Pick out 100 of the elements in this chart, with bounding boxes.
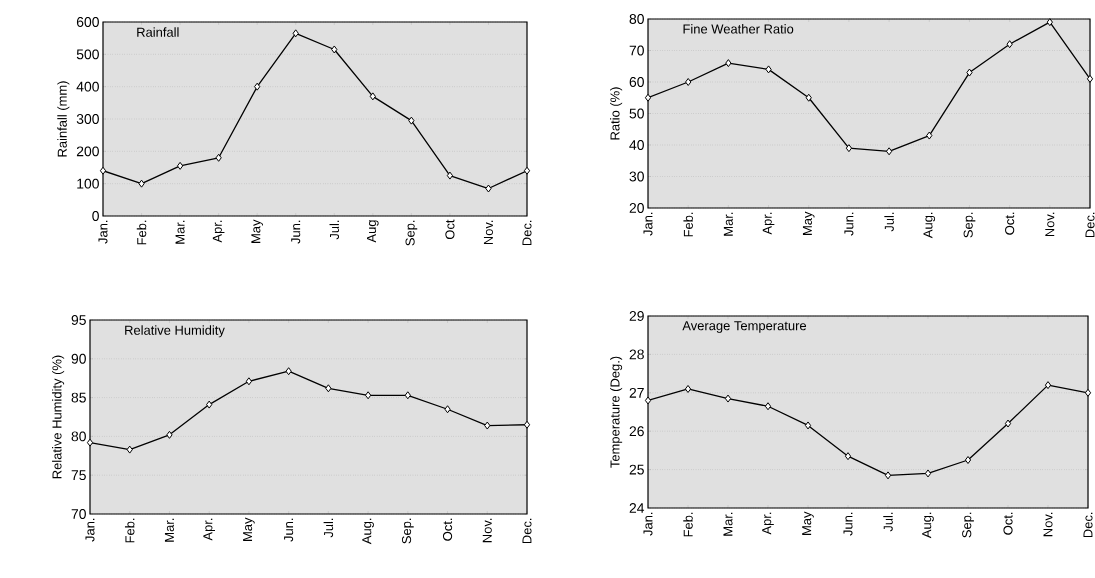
y-tick-label: 70	[629, 45, 644, 56]
point	[446, 171, 454, 180]
point	[966, 68, 973, 77]
x-tick-label: Sep.	[401, 518, 414, 544]
chart-title: Rainfall	[137, 27, 179, 37]
point	[684, 384, 692, 393]
point	[805, 93, 812, 102]
x-tick-label: May	[243, 517, 255, 541]
x-tick-label: Feb.	[683, 212, 693, 237]
point	[885, 147, 893, 156]
point	[245, 377, 253, 386]
point	[1046, 18, 1053, 27]
x-tick-label: Jan.	[85, 518, 95, 542]
y-tick-label: 400	[76, 81, 99, 92]
point	[1004, 419, 1012, 428]
point	[215, 153, 222, 162]
y-tick-label: 20	[629, 203, 644, 213]
y-tick-label: 95	[71, 315, 86, 325]
x-tick-label: Aug.	[362, 518, 374, 545]
point	[924, 469, 932, 478]
y-tick-label: 100	[77, 178, 99, 189]
y-tick-label: 0	[92, 211, 99, 221]
y-tick-label: 29	[629, 311, 644, 321]
x-tick-label: Jul.	[883, 512, 893, 532]
x-tick-label: Jul.	[323, 518, 334, 538]
x-tick-label: Jan.	[98, 220, 108, 244]
x-tick-label: Dec.	[522, 220, 532, 246]
x-tick-label: Nov.	[1043, 512, 1053, 537]
y-axis-title: Temperature (Deg.)	[610, 356, 623, 468]
point	[86, 438, 94, 447]
x-tick-label: Apr.	[762, 212, 775, 235]
y-axis-title: Ratio (%)	[610, 87, 623, 140]
y-tick-label: 40	[629, 140, 644, 150]
point	[884, 471, 892, 480]
point	[285, 367, 292, 376]
point	[206, 400, 213, 409]
x-tick-label: Apr.	[212, 220, 225, 243]
point	[485, 184, 492, 193]
point	[964, 456, 972, 464]
point	[99, 166, 107, 175]
x-tick-label: May	[802, 511, 814, 535]
y-tick-label: 26	[629, 426, 644, 437]
point	[1044, 381, 1052, 390]
x-tick-label: Mar.	[175, 220, 185, 244]
point	[523, 420, 531, 429]
y-tick-label: 75	[71, 470, 86, 481]
x-tick-label: Apr.	[762, 512, 774, 535]
x-tick-label: Aug.	[922, 512, 934, 539]
y-tick-label: 80	[71, 431, 86, 442]
point	[926, 131, 933, 140]
x-tick-label: Mar.	[164, 518, 174, 542]
point	[126, 445, 133, 454]
point	[166, 430, 173, 439]
point	[804, 421, 812, 430]
point	[176, 161, 184, 170]
y-tick-label: 85	[71, 392, 86, 403]
y-tick-label: 70	[71, 509, 86, 519]
x-tick-label: Mar.	[723, 212, 733, 236]
x-tick-label: Jan.	[643, 212, 653, 236]
point	[1086, 74, 1094, 83]
point	[1006, 40, 1013, 49]
point	[845, 144, 853, 153]
x-tick-label: Feb.	[683, 512, 693, 537]
chart-title: Relative Humidity	[125, 325, 225, 338]
point	[138, 179, 145, 188]
point	[484, 421, 491, 430]
x-tick-label: Jul.	[329, 220, 340, 240]
x-tick-label: Nov.	[483, 220, 493, 245]
x-tick-label: Oct.	[442, 518, 453, 541]
chart-title: Average Temperature	[682, 321, 807, 333]
x-tick-label: Feb.	[136, 220, 147, 245]
point	[644, 396, 652, 405]
point	[1084, 388, 1092, 397]
point	[369, 92, 376, 101]
point	[644, 93, 652, 102]
x-tick-label: Apr.	[203, 518, 215, 541]
x-tick-label: Jan.	[643, 512, 653, 536]
point	[685, 78, 692, 86]
x-tick-label: Sep.	[963, 212, 976, 238]
x-tick-label: Nov.	[482, 518, 492, 543]
x-tick-label: Dec.	[1085, 212, 1095, 238]
point	[404, 391, 411, 400]
x-tick-label: Jun.	[843, 512, 853, 536]
y-tick-label: 500	[76, 49, 99, 60]
x-tick-label: Aug	[367, 220, 379, 243]
point	[331, 45, 338, 54]
point	[254, 82, 261, 91]
y-tick-label: 50	[629, 108, 644, 119]
y-tick-label: 600	[76, 17, 99, 27]
x-tick-label: Jun.	[844, 212, 854, 236]
y-axis-title: Relative Humidity (%)	[52, 355, 65, 479]
x-tick-label: Jun.	[284, 518, 294, 542]
y-tick-label: 90	[71, 353, 86, 364]
point	[725, 59, 732, 68]
x-tick-label: Dec.	[522, 518, 532, 544]
x-tick-label: Oct.	[1003, 512, 1013, 535]
x-tick-label: Oct.	[1005, 212, 1015, 235]
x-tick-label: Feb.	[124, 518, 135, 543]
x-tick-label: Nov.	[1045, 212, 1055, 237]
point	[844, 452, 852, 461]
